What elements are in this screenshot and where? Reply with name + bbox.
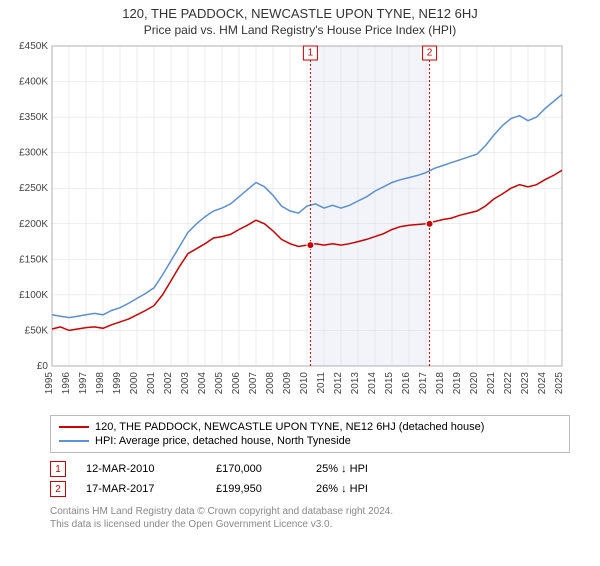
xtick-label: 2001: [146, 372, 157, 395]
xtick-label: 2024: [537, 372, 548, 395]
sales-marker-icon: 1: [50, 461, 66, 477]
legend-label: 120, THE PADDOCK, NEWCASTLE UPON TYNE, N…: [95, 421, 484, 433]
ytick-label: £150K: [19, 254, 48, 265]
ytick-label: £400K: [19, 77, 48, 88]
xtick-label: 2013: [350, 372, 361, 395]
legend-row: 120, THE PADDOCK, NEWCASTLE UPON TYNE, N…: [59, 420, 561, 434]
xtick-label: 1999: [112, 372, 123, 395]
xtick-label: 2008: [265, 372, 276, 395]
xtick-label: 2004: [197, 372, 208, 395]
sale-marker-label: 2: [427, 48, 433, 59]
ytick-label: £100K: [19, 290, 48, 301]
xtick-label: 2014: [367, 372, 378, 395]
sales-row: 2 17-MAR-2017£199,95026% ↓ HPI: [50, 479, 570, 499]
chart-svg: £0 £50K £100K £150K £200K £250K £300K £350K £400…: [10, 41, 570, 411]
xtick-label: 1998: [95, 372, 106, 395]
legend-swatch: [59, 440, 89, 442]
sales-date: 12-MAR-2010: [86, 463, 216, 475]
sales-row: 1 12-MAR-2010£170,00025% ↓ HPI: [50, 459, 570, 479]
xtick-label: 2019: [452, 372, 463, 395]
xtick-label: 1997: [78, 372, 89, 395]
xtick-label: 2022: [503, 372, 514, 395]
sale-marker-label: 1: [308, 48, 314, 59]
xtick-label: 2018: [435, 372, 446, 395]
xtick-label: 2010: [299, 372, 310, 395]
xtick-label: 2016: [401, 372, 412, 395]
sales-price: £170,000: [216, 463, 316, 475]
sales-marker-icon: 2: [50, 481, 66, 497]
ytick-label: £0: [37, 361, 49, 372]
xtick-label: 2012: [333, 372, 344, 395]
xtick-label: 2015: [384, 372, 395, 395]
sale-marker-dot: [426, 220, 433, 227]
xtick-label: 2002: [163, 372, 174, 395]
ytick-label: £450K: [19, 41, 48, 52]
xtick-label: 2011: [316, 372, 327, 394]
xtick-label: 1995: [44, 372, 55, 395]
chart-area: £0 £50K £100K £150K £200K £250K £300K £350K £400…: [10, 41, 570, 411]
ytick-label: £250K: [19, 183, 48, 194]
xtick-label: 2000: [129, 372, 140, 395]
ytick-label: £200K: [19, 219, 48, 230]
xtick-label: 2003: [180, 372, 191, 395]
sale-marker-dot: [307, 242, 314, 249]
legend: 120, THE PADDOCK, NEWCASTLE UPON TYNE, N…: [50, 415, 570, 453]
sales-pct: 25% ↓ HPI: [316, 463, 436, 475]
ytick-label: £50K: [25, 325, 49, 336]
chart-title: 120, THE PADDOCK, NEWCASTLE UPON TYNE, N…: [0, 6, 600, 21]
legend-row: HPI: Average price, detached house, Nort…: [59, 434, 561, 448]
footer-line-2: This data is licensed under the Open Gov…: [50, 518, 570, 531]
xtick-label: 2021: [486, 372, 497, 395]
chart-subtitle: Price paid vs. HM Land Registry's House …: [0, 23, 600, 37]
xtick-label: 2005: [214, 372, 225, 395]
xtick-label: 2025: [554, 372, 565, 395]
sales-price: £199,950: [216, 483, 316, 495]
xtick-label: 1996: [61, 372, 72, 395]
sales-date: 17-MAR-2017: [86, 483, 216, 495]
legend-swatch: [59, 426, 89, 428]
sales-table: 1 12-MAR-2010£170,00025% ↓ HPI 2 17-MAR-201…: [50, 459, 570, 499]
xtick-label: 2023: [520, 372, 531, 395]
xtick-label: 2020: [469, 372, 480, 395]
ytick-label: £350K: [19, 112, 48, 123]
legend-label: HPI: Average price, detached house, Nort…: [95, 435, 351, 447]
xtick-label: 2006: [231, 372, 242, 395]
xtick-label: 2007: [248, 372, 259, 395]
sales-pct: 26% ↓ HPI: [316, 483, 436, 495]
xtick-label: 2009: [282, 372, 293, 395]
ytick-label: £300K: [19, 148, 48, 159]
xtick-label: 2017: [418, 372, 429, 395]
attribution-footer: Contains HM Land Registry data © Crown c…: [50, 505, 570, 531]
footer-line-1: Contains HM Land Registry data © Crown c…: [50, 505, 570, 518]
